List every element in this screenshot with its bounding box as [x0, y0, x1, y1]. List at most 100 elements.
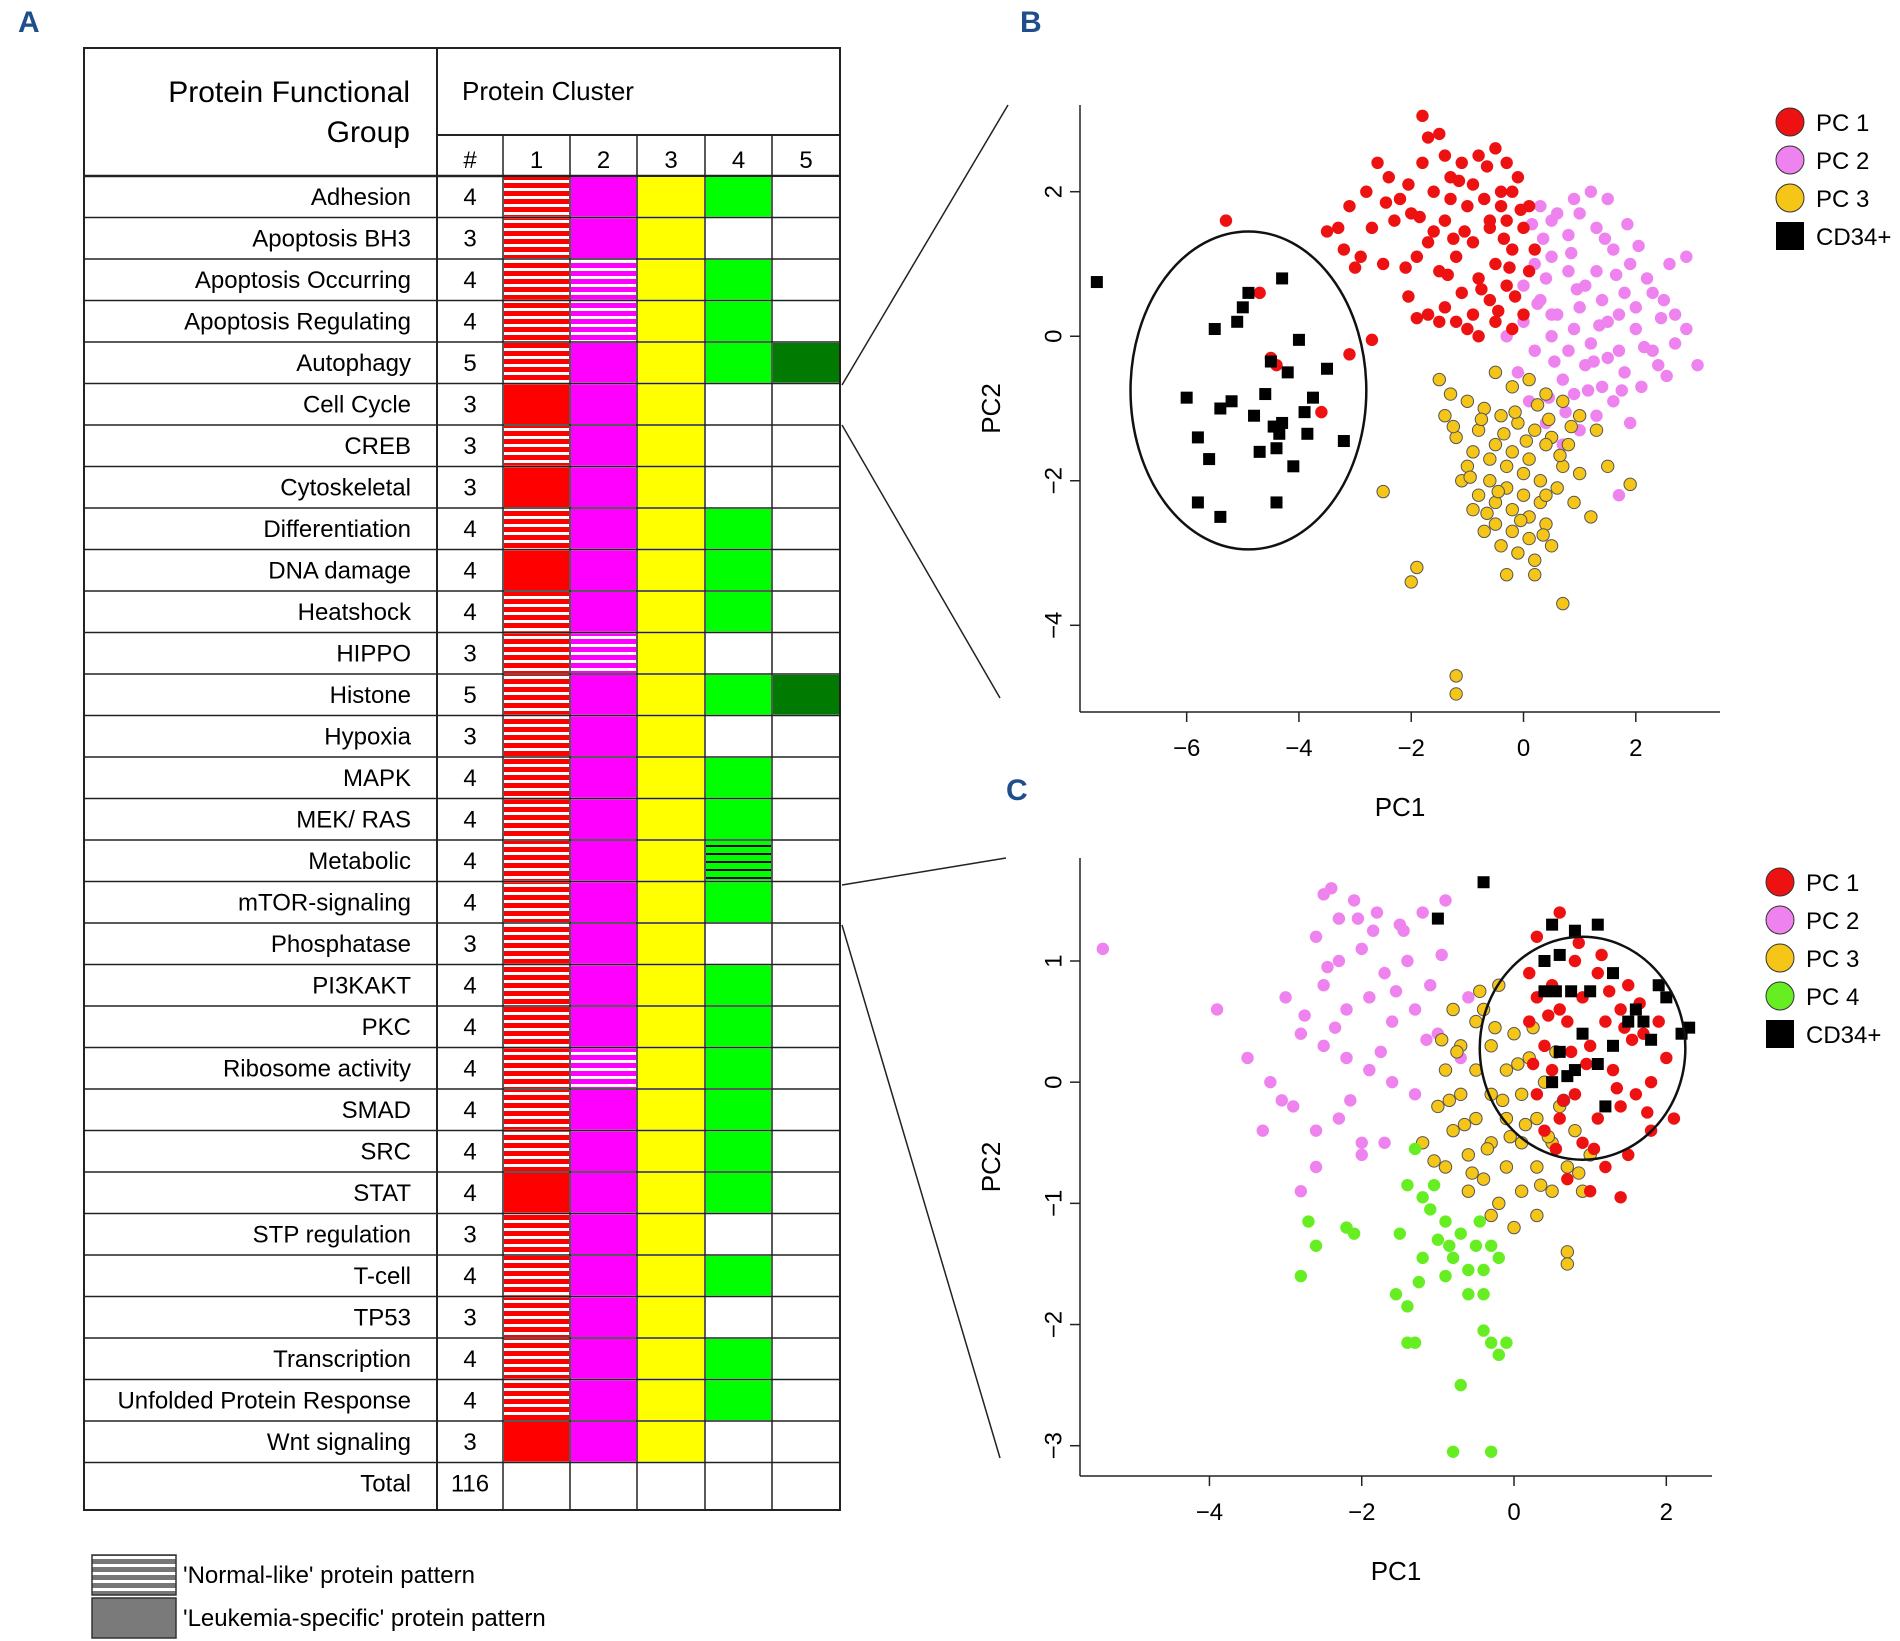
point-pc-3 — [1483, 452, 1497, 466]
point-pc-3 — [1492, 1196, 1506, 1211]
y-tick-label: 2 — [1041, 185, 1068, 198]
point-pc-3 — [1488, 517, 1503, 531]
point-pc-3 — [1511, 546, 1525, 560]
point-pc-2 — [1618, 366, 1631, 379]
point-pc-2 — [1439, 894, 1452, 907]
point-pc-1 — [1332, 221, 1345, 235]
cluster-cell — [773, 260, 839, 300]
row-group-name: MAPK — [343, 765, 411, 792]
cluster-cell — [504, 218, 569, 258]
point-pc-1 — [1557, 1094, 1570, 1107]
point-pc-3 — [1505, 445, 1519, 459]
point-cd34 — [1253, 445, 1266, 458]
point-pc-1 — [1427, 185, 1440, 198]
point-pc-3 — [1589, 423, 1604, 437]
point-pc-2 — [1618, 286, 1631, 300]
point-pc-3 — [1499, 568, 1514, 582]
point-pc-3 — [1623, 477, 1637, 492]
row-count: 4 — [463, 184, 476, 211]
row-count: 4 — [463, 309, 476, 336]
row-count: 3 — [463, 226, 476, 253]
point-pc-3 — [1450, 1045, 1464, 1059]
point-pc-2 — [1256, 1124, 1269, 1137]
point-cd34 — [1298, 406, 1311, 419]
cluster-cell — [571, 1380, 636, 1420]
point-pc-3 — [1460, 394, 1475, 408]
point-pc-1 — [1348, 261, 1362, 274]
point-pc-3 — [1466, 502, 1480, 517]
cluster-cell — [571, 592, 636, 632]
point-pc-1 — [1614, 1100, 1627, 1113]
legend-label: PC 4 — [1806, 984, 1859, 1011]
cluster-cell — [504, 758, 569, 798]
x-tick-label: −2 — [1398, 735, 1425, 762]
row-count: 4 — [463, 848, 476, 875]
point-pc-3 — [1564, 419, 1578, 434]
point-pc-3 — [1446, 419, 1461, 434]
point-pc-1 — [1343, 348, 1356, 361]
point-pc-3 — [1484, 1208, 1498, 1223]
point-pc-1 — [1587, 1142, 1601, 1156]
point-pc-1 — [1492, 304, 1505, 318]
point-pc-1 — [1489, 257, 1502, 271]
cluster-cell — [706, 675, 771, 715]
cluster-cell — [638, 716, 704, 756]
point-cd34 — [1477, 876, 1490, 889]
legend-label: CD34+ — [1816, 224, 1891, 251]
point-pc-1 — [1458, 225, 1471, 238]
cluster-cell — [504, 841, 569, 881]
point-pc-2 — [1607, 395, 1620, 408]
point-pc-3 — [1410, 560, 1424, 575]
cluster-cell — [638, 841, 704, 881]
total-label: Total — [360, 1471, 411, 1498]
legend-marker-pc1 — [1775, 107, 1805, 137]
point-pc-2 — [1548, 355, 1561, 368]
point-pc-1 — [1530, 1088, 1544, 1101]
cluster-cell — [504, 675, 569, 715]
cluster-cell — [706, 1090, 771, 1130]
point-pc-2 — [1378, 966, 1391, 980]
point-pc-1 — [1522, 265, 1536, 278]
cluster-cell — [706, 1173, 771, 1213]
point-cd34 — [1264, 355, 1277, 368]
point-pc-2 — [1556, 373, 1570, 386]
point-pc-4 — [1412, 1275, 1426, 1289]
point-pc-4 — [1401, 1300, 1414, 1313]
cluster-cell — [706, 1297, 771, 1337]
legend-marker-pc1 — [1765, 867, 1795, 897]
point-pc-1 — [1523, 1015, 1536, 1028]
point-pc-3 — [1530, 398, 1545, 412]
point-pc-2 — [1389, 985, 1403, 998]
point-pc-4 — [1389, 1288, 1403, 1301]
point-pc-1 — [1572, 936, 1585, 950]
cluster-cell — [638, 1422, 704, 1462]
point-pc-3 — [1457, 1117, 1472, 1132]
point-pc-1 — [1365, 333, 1379, 347]
point-pc-2 — [1321, 960, 1334, 974]
cluster-ellipse — [1478, 935, 1687, 1161]
point-pc-3 — [1431, 1099, 1445, 1114]
point-pc-1 — [1561, 1015, 1574, 1028]
point-pc-1 — [1583, 1039, 1597, 1053]
cluster-cell — [571, 218, 636, 258]
point-pc-2 — [1581, 384, 1595, 397]
cluster-cell — [571, 260, 636, 300]
point-cd34 — [1306, 391, 1319, 404]
row-group-name: Differentiation — [263, 516, 411, 543]
point-pc-1 — [1503, 261, 1516, 274]
row-group-name: Wnt signaling — [267, 1429, 411, 1456]
cluster-cell — [504, 467, 569, 507]
point-pc-2 — [1570, 283, 1584, 296]
cluster-cell — [706, 550, 771, 590]
point-pc-3 — [1514, 1184, 1529, 1198]
x-tick-label: −6 — [1173, 735, 1200, 762]
row-group-name: PKC — [362, 1014, 411, 1041]
point-pc-2 — [1567, 387, 1581, 401]
point-cd34 — [1337, 435, 1350, 448]
point-pc-1 — [1402, 290, 1415, 303]
cluster-cell — [571, 177, 636, 217]
point-pc-1 — [1421, 236, 1435, 249]
point-pc-1 — [1489, 142, 1502, 155]
cluster-cell — [706, 799, 771, 839]
point-pc-2 — [1545, 330, 1558, 343]
